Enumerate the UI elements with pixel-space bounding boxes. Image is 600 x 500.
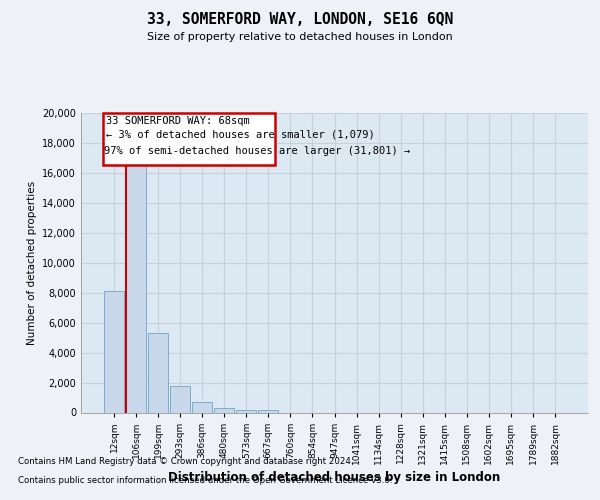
Bar: [126, 164, 146, 412]
Bar: [170, 386, 190, 412]
Text: 33 SOMERFORD WAY: 68sqm: 33 SOMERFORD WAY: 68sqm: [106, 116, 250, 126]
Text: Contains public sector information licensed under the Open Government Licence v3: Contains public sector information licen…: [18, 476, 392, 485]
Text: 33, SOMERFORD WAY, LONDON, SE16 6QN: 33, SOMERFORD WAY, LONDON, SE16 6QN: [147, 12, 453, 28]
Bar: [192, 402, 212, 412]
Bar: [236, 410, 256, 412]
Bar: [103, 112, 275, 165]
X-axis label: Distribution of detached houses by size in London: Distribution of detached houses by size …: [169, 470, 500, 484]
Bar: [104, 291, 124, 412]
Y-axis label: Number of detached properties: Number of detached properties: [27, 180, 37, 344]
Bar: [259, 410, 278, 412]
Bar: [214, 408, 234, 412]
Bar: [148, 333, 168, 412]
Text: Size of property relative to detached houses in London: Size of property relative to detached ho…: [147, 32, 453, 42]
Text: 97% of semi-detached houses are larger (31,801) →: 97% of semi-detached houses are larger (…: [104, 146, 410, 156]
Text: Contains HM Land Registry data © Crown copyright and database right 2024.: Contains HM Land Registry data © Crown c…: [18, 458, 353, 466]
Text: ← 3% of detached houses are smaller (1,079): ← 3% of detached houses are smaller (1,0…: [106, 129, 375, 139]
